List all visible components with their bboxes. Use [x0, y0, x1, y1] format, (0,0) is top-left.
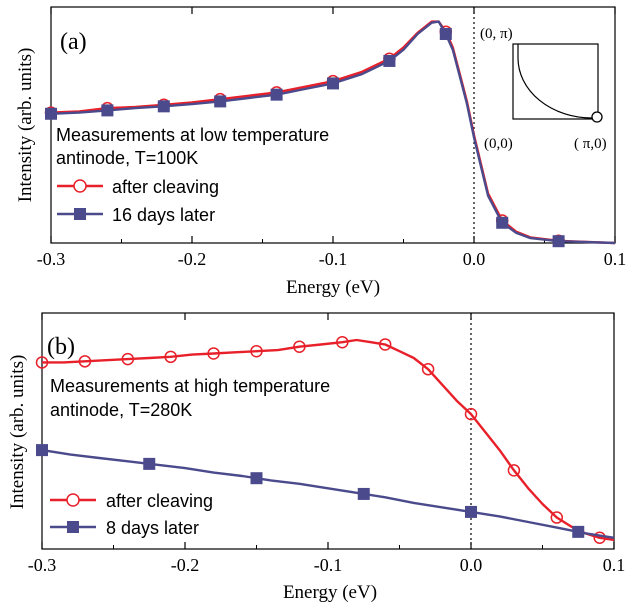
- panel-b-marker-after-cleaving: [421, 362, 435, 376]
- panel-a-marker-16-days-later: [45, 107, 57, 120]
- inset-fermi-surface-arc: [517, 44, 593, 119]
- panel-b-marker-8-days-later: [357, 487, 370, 500]
- panel-b-annotation-line-1: Measurements at high temperature: [50, 376, 330, 396]
- panel-b-marker-after-cleaving: [164, 350, 177, 364]
- panel-a-annotation-line-2: antinode, T=100K: [56, 148, 198, 168]
- panel-b-x-tick-label: -0.3: [28, 555, 57, 575]
- panel-b-x-tick-label: -0.1: [314, 555, 343, 575]
- panel-a-label: (a): [60, 29, 87, 55]
- panel-b-series-line-after-cleaving: [42, 338, 615, 542]
- panel-b-marker-after-cleaving: [378, 338, 392, 351]
- panel-b: -0.3 -0.2 -0.1 0.0 0.1 (b) Measurements at h…: [7, 312, 626, 603]
- panel-b-marker-after-cleaving: [121, 352, 135, 366]
- legend-b-label-8-days-later: 8 days later: [106, 518, 199, 538]
- legend-b-label-after-cleaving: after cleaving: [106, 491, 213, 511]
- panel-a-marker-16-days-later: [214, 95, 227, 108]
- panel-b-annotation-line-2: antinode, T=280K: [50, 400, 192, 420]
- panel-b-x-axis-label: Energy (eV): [283, 582, 377, 603]
- panel-b-marker-8-days-later: [143, 457, 156, 470]
- panel-a-marker-16-days-later: [552, 235, 565, 248]
- panel-a-x-tick-label: 0.0: [463, 249, 486, 269]
- panel-b-x-tick-label: 0.0: [460, 555, 483, 575]
- legend-b-marker-8-days-later: [67, 521, 79, 533]
- panel-a-marker-16-days-later: [439, 27, 452, 40]
- panel-b-marker-after-cleaving: [507, 464, 521, 477]
- panel-a-marker-16-days-later: [101, 104, 114, 117]
- legend-a-label-after-cleaving: after cleaving: [112, 177, 219, 197]
- panel-a-x-axis-label: Energy (eV): [286, 277, 380, 298]
- inset-label-bottom-left: (0,0): [484, 136, 513, 152]
- panel-b-y-axis-label: Intensity (arb. units): [7, 355, 28, 510]
- panel-a-marker-16-days-later: [157, 100, 170, 113]
- panel-a-x-tick-label: 0.1: [604, 249, 627, 269]
- panel-a-marker-16-days-later: [327, 77, 339, 90]
- panel-b-marker-8-days-later: [36, 444, 48, 457]
- panel-a-marker-16-days-later: [270, 88, 283, 101]
- inset-label-top-left: (0, π): [480, 26, 513, 42]
- panel-a-y-axis-label: Intensity (arb. units): [15, 48, 36, 203]
- panel-a-marker-16-days-later: [496, 216, 509, 229]
- panel-b-marker-after-cleaving: [35, 356, 49, 369]
- panel-b-marker-after-cleaving: [550, 511, 564, 524]
- legend-b-marker-after-cleaving: [66, 493, 80, 507]
- panel-b-frame: [41, 312, 615, 550]
- inset-label-bottom-right: ( π,0): [574, 136, 607, 152]
- legend-a-label-16-days-later: 16 days later: [112, 205, 215, 225]
- legend-a-marker-after-cleaving: [73, 179, 87, 193]
- panel-a-marker-16-days-later: [383, 54, 396, 67]
- inset-frame: [512, 43, 599, 120]
- legend-a-marker-16-days-later: [74, 208, 86, 220]
- panel-b-x-tick-label: -0.2: [171, 555, 200, 575]
- panel-b-marker-after-cleaving: [78, 355, 92, 368]
- panel-b-marker-after-cleaving: [336, 335, 349, 349]
- panel-b-label: (b): [47, 334, 75, 360]
- panel-b-series-line-8-days-later: [41, 448, 615, 539]
- panel-b-x-tick-label: 0.1: [603, 555, 626, 575]
- panel-b-marker-after-cleaving: [207, 347, 220, 360]
- panel-b-marker-8-days-later: [250, 472, 263, 485]
- panel-b-marker-after-cleaving: [593, 531, 606, 545]
- panel-b-marker-after-cleaving: [293, 340, 306, 353]
- panel-a-annotation-line-1: Measurements at low temperature: [56, 125, 329, 145]
- panel-a-x-tick-label: -0.2: [178, 249, 207, 269]
- panel-b-marker-after-cleaving: [464, 407, 478, 421]
- panel-b-marker-8-days-later: [572, 525, 585, 538]
- panel-a-x-tick-label: -0.1: [319, 249, 348, 269]
- panel-b-marker-8-days-later: [465, 505, 477, 518]
- panel-b-marker-after-cleaving: [250, 344, 263, 358]
- panel-a: -0.3 -0.2 -0.1 0.0 0.1 (a) Measurements at l…: [15, 6, 627, 298]
- inset-antinode-marker: [591, 111, 603, 123]
- panel-a-x-tick-label: -0.3: [37, 249, 66, 269]
- inset-brillouin-zone: (0, π) (0,0) ( π,0): [480, 26, 607, 152]
